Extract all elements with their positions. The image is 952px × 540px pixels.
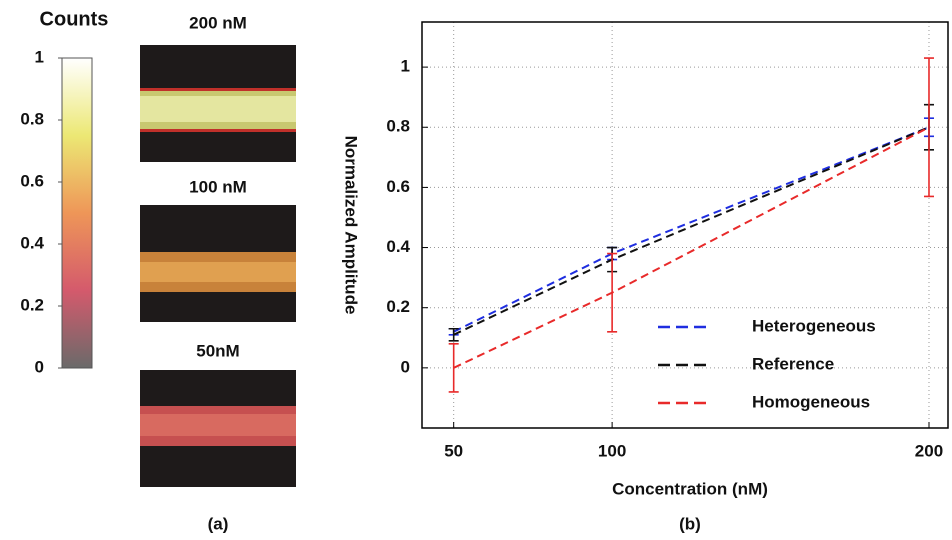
legend-label: Homogeneous bbox=[752, 392, 870, 411]
colorbar-tick-label: 0.4 bbox=[20, 233, 44, 252]
colorbar-title: Counts bbox=[40, 8, 109, 30]
y-tick-label: 0.2 bbox=[386, 297, 410, 316]
y-tick-label: 0 bbox=[401, 357, 410, 376]
x-tick-label: 100 bbox=[598, 441, 626, 460]
legend-label: Reference bbox=[752, 354, 834, 373]
colorbar-tick-label: 1 bbox=[35, 47, 44, 66]
y-axis-label: Normalized Amplitude bbox=[342, 136, 361, 315]
legend-label: Heterogeneous bbox=[752, 316, 876, 335]
image-label: 200 nM bbox=[189, 13, 247, 32]
colorbar-tick-label: 0.8 bbox=[20, 109, 44, 128]
y-tick-label: 1 bbox=[401, 57, 410, 76]
y-tick-label: 0.4 bbox=[386, 237, 410, 256]
image-label: 50nM bbox=[196, 341, 239, 360]
x-tick-label: 50 bbox=[444, 441, 463, 460]
image-50 bbox=[140, 370, 296, 487]
error-bar bbox=[448, 342, 459, 393]
series-line bbox=[453, 126, 930, 336]
x-axis-label: Concentration (nM) bbox=[612, 479, 768, 498]
plot-frame bbox=[421, 21, 949, 429]
panel-label: (a) bbox=[208, 514, 229, 533]
image-200 bbox=[140, 45, 296, 162]
error-bar bbox=[448, 327, 459, 342]
colorbar-tick-label: 0 bbox=[35, 357, 44, 376]
colorbar-tick-label: 0.2 bbox=[20, 295, 44, 314]
colorbar bbox=[61, 57, 93, 369]
y-tick-label: 0.8 bbox=[386, 117, 410, 136]
x-tick-label: 200 bbox=[915, 441, 943, 460]
error-bar bbox=[923, 57, 934, 198]
panel-label: (b) bbox=[679, 514, 701, 533]
error-bar bbox=[607, 252, 618, 333]
colorbar-tick-label: 0.6 bbox=[20, 171, 44, 190]
image-100 bbox=[140, 205, 296, 322]
y-tick-label: 0.6 bbox=[386, 177, 410, 196]
image-label: 100 nM bbox=[189, 177, 247, 196]
